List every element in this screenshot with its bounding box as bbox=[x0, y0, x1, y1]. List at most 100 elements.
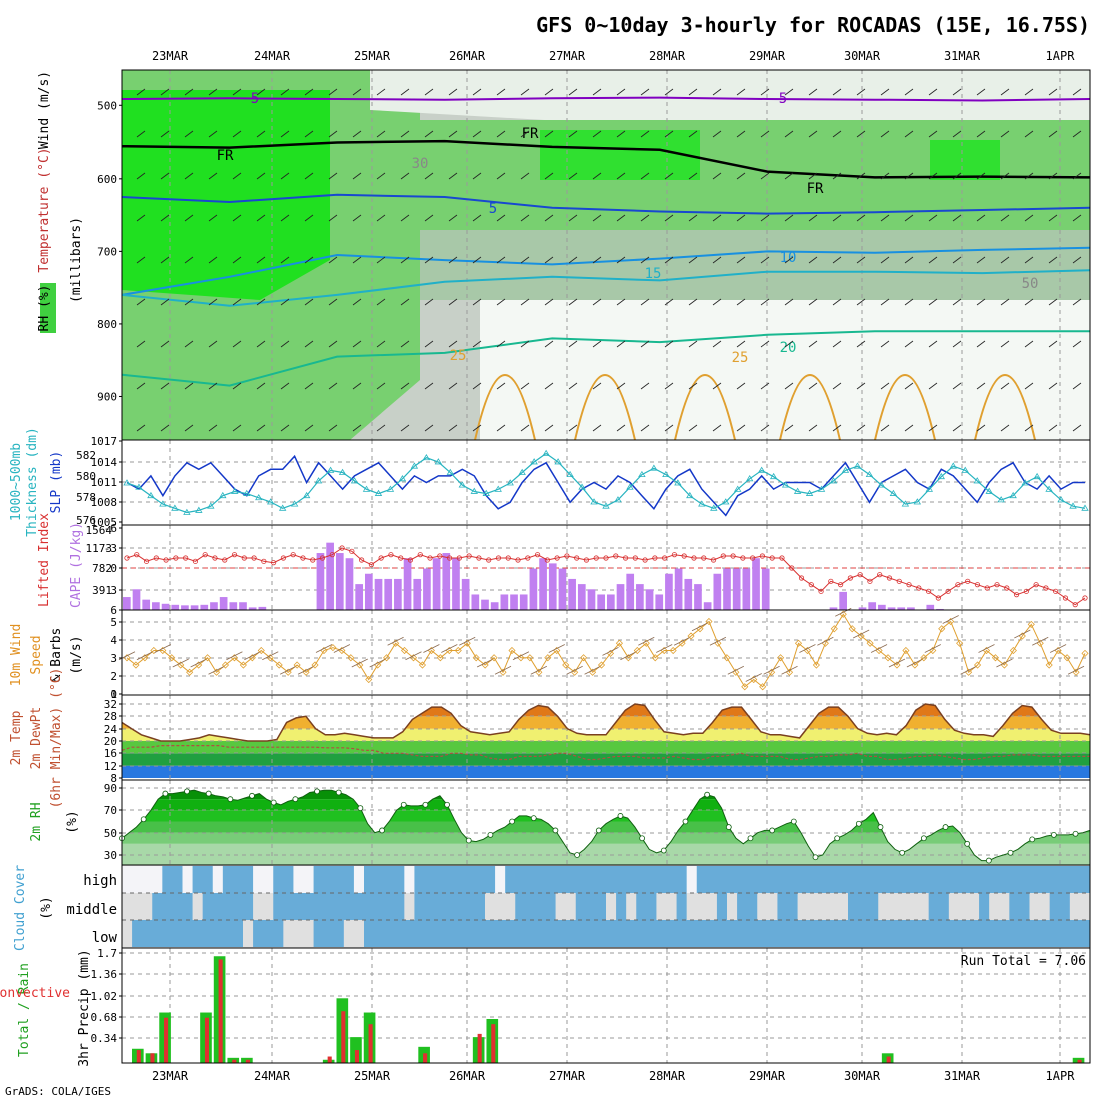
wind-barb bbox=[808, 382, 818, 390]
cloud-unit-label: (%) bbox=[39, 896, 54, 919]
cloud-cell bbox=[626, 866, 637, 893]
precip-convective-bar bbox=[491, 1024, 496, 1063]
li-point bbox=[407, 557, 414, 563]
cloud-cell bbox=[263, 893, 274, 920]
thickness-point bbox=[362, 485, 371, 492]
wind-barb bbox=[160, 298, 170, 306]
contour-label: 5 bbox=[251, 91, 259, 107]
rh-point bbox=[704, 791, 711, 798]
li-point bbox=[339, 545, 345, 551]
cloud-cell bbox=[222, 920, 234, 947]
li-point bbox=[632, 555, 638, 561]
cloud-cell bbox=[394, 920, 405, 947]
wind-barb bbox=[616, 424, 626, 432]
cloud-cell bbox=[1009, 920, 1020, 947]
cloud-cell bbox=[817, 893, 829, 920]
wind-barb bbox=[424, 130, 434, 138]
cloud-cell bbox=[474, 893, 486, 920]
wind-barb bbox=[328, 130, 338, 138]
rh-point bbox=[1072, 830, 1079, 837]
cloud-row-label-high: high bbox=[83, 873, 117, 889]
wind-barb bbox=[208, 340, 218, 348]
thickness-label-1: 1000~500mb bbox=[9, 443, 24, 521]
cloud-cell bbox=[858, 920, 869, 947]
wind-barb bbox=[1000, 172, 1010, 180]
wind-barb bbox=[520, 130, 530, 138]
li-point bbox=[857, 572, 863, 578]
wind-barb bbox=[136, 130, 146, 138]
wind-barb bbox=[1000, 298, 1010, 306]
wind-barb bbox=[664, 340, 674, 348]
wind-barb bbox=[256, 256, 266, 264]
cloud-cell bbox=[515, 893, 526, 920]
cape-bar bbox=[239, 602, 247, 610]
wind-speed-point bbox=[597, 661, 606, 669]
thickness-point bbox=[590, 498, 598, 505]
contour-line-15 bbox=[121, 269, 1091, 307]
precip-convective-bar bbox=[232, 1059, 237, 1063]
wind-barb bbox=[424, 256, 434, 264]
wind-speed-point bbox=[293, 661, 301, 669]
cloud-cell bbox=[1009, 866, 1020, 893]
wind-barb bbox=[520, 382, 530, 390]
wind-barb bbox=[928, 256, 938, 264]
cloud-cell bbox=[485, 866, 496, 893]
li-point bbox=[1004, 585, 1010, 591]
wind-barb bbox=[712, 256, 722, 264]
cape-bar bbox=[200, 604, 209, 610]
cloud-cell bbox=[585, 893, 597, 920]
cape-bar bbox=[713, 573, 722, 610]
contour-label: 30 bbox=[412, 156, 429, 172]
wind-barb bbox=[352, 298, 362, 306]
rh-point bbox=[552, 827, 559, 834]
wind-barb bbox=[568, 214, 578, 222]
cloud-cell bbox=[212, 866, 224, 893]
wind-barb bbox=[328, 172, 338, 180]
cloud-cell bbox=[848, 920, 859, 947]
cape-tick-label: 0 bbox=[110, 562, 117, 575]
cloud-cell bbox=[868, 866, 879, 893]
thickness-point bbox=[494, 485, 502, 492]
wind-barb bbox=[520, 214, 530, 222]
wind-barb bbox=[817, 636, 834, 646]
precip-tick-label: 0.68 bbox=[91, 1011, 118, 1024]
wind-barb bbox=[688, 214, 698, 222]
wind-barb bbox=[496, 382, 506, 390]
wind-barb bbox=[136, 172, 146, 180]
cloud-cell bbox=[1069, 893, 1081, 920]
wind-barb bbox=[328, 382, 338, 390]
wind-barb bbox=[664, 214, 674, 222]
wind-barb bbox=[760, 214, 770, 222]
cloud-cell bbox=[1079, 893, 1091, 920]
thickness-point bbox=[1021, 479, 1029, 486]
temperature-label: Temperature (°C) bbox=[37, 147, 52, 272]
li-point bbox=[241, 555, 247, 561]
temp-band bbox=[122, 753, 1090, 766]
wind-barb bbox=[1024, 130, 1034, 138]
cloud-cell bbox=[474, 920, 486, 947]
cloud-cell bbox=[1009, 893, 1020, 920]
cloud-cell bbox=[374, 866, 385, 893]
rh-point bbox=[270, 799, 277, 806]
wind-barb bbox=[640, 340, 650, 348]
wind-speed-point bbox=[580, 654, 588, 662]
thickness-point bbox=[961, 466, 969, 473]
cape-tick-label: 782 bbox=[92, 562, 112, 575]
thickness-point bbox=[925, 485, 934, 492]
wind-barb bbox=[656, 644, 673, 653]
thickness-point bbox=[1069, 502, 1077, 509]
thickness-point bbox=[997, 496, 1005, 503]
wind-barb bbox=[376, 172, 386, 180]
li-point bbox=[495, 555, 502, 561]
top-date-label: 27MAR bbox=[549, 49, 586, 63]
cape-bar bbox=[142, 599, 151, 610]
cloud-cell bbox=[202, 920, 214, 947]
wind-barb bbox=[333, 644, 351, 653]
rh-point bbox=[877, 824, 884, 830]
wind-barb bbox=[688, 256, 698, 264]
rh-point bbox=[682, 818, 689, 825]
wind-barb bbox=[784, 424, 794, 432]
thickness-point bbox=[458, 481, 467, 488]
cloud-cell bbox=[505, 866, 516, 893]
wind-speed-point bbox=[687, 632, 695, 640]
